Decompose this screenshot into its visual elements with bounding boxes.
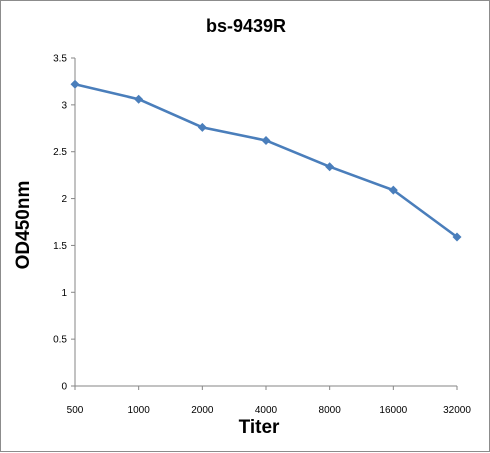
y-axis-ticks: 0 0.5 1 1.5 2 2.5 3 3.5 [53,54,75,393]
series-line [74,82,458,239]
x-tick-label: 16000 [379,405,407,416]
x-tick-label: 4000 [255,405,278,416]
series-layer [70,79,462,242]
data-point-marker [325,162,335,172]
data-point-marker [70,79,80,89]
y-tick-label: 2 [61,194,67,205]
x-tick-label: 2000 [191,405,214,416]
y-tick-label: 0.5 [53,335,67,346]
x-tick-label: 32000 [443,405,471,416]
y-tick-label: 3.5 [53,54,67,65]
y-tick-label: 2.5 [53,147,67,158]
x-tick-label: 8000 [319,405,342,416]
y-tick-label: 3 [61,100,67,111]
x-axis-title: Titer [238,417,280,438]
data-point-marker [197,122,207,132]
data-point-marker [261,135,271,145]
data-point-marker [134,94,144,104]
y-tick-label: 1 [61,288,67,299]
x-axis-ticks: 500 1000 2000 4000 8000 16000 32000 [67,386,471,416]
data-point-marker [452,232,462,242]
y-tick-label: 1.5 [53,241,67,252]
y-axis-title: OD450nm [13,180,34,270]
x-tick-label: 500 [67,405,84,416]
chart-title: bs-9439R [205,16,287,36]
y-tick-label: 0 [61,382,67,393]
x-tick-label: 1000 [128,405,151,416]
data-point-marker [388,185,398,195]
